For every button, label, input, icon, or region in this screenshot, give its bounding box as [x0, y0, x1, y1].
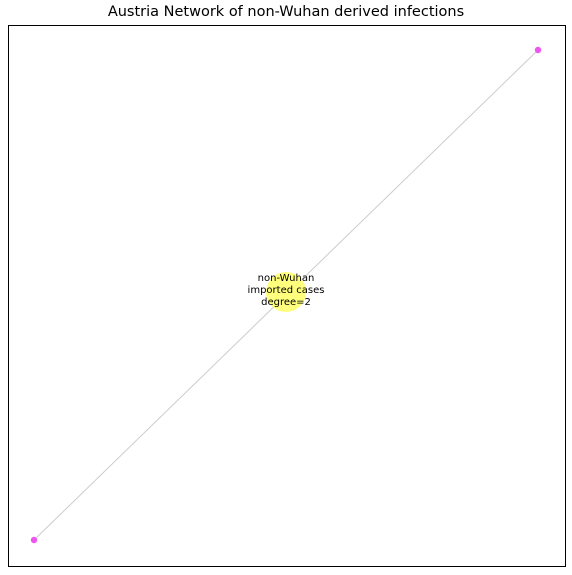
- hub-node: [266, 272, 306, 312]
- figure-title: Austria Network of non-Wuhan derived inf…: [107, 4, 465, 20]
- hub-node-label: non-Wuhan imported cases degree=2: [226, 273, 346, 309]
- edge-hub-to-top-node: [285, 49, 539, 296]
- hub-label-line-2: imported cases: [247, 285, 325, 296]
- case-node-2: [30, 536, 38, 544]
- case-node-1: [534, 46, 542, 54]
- hub-label-line-3: degree=2: [261, 297, 311, 308]
- edge-hub-to-bottom-node: [33, 294, 287, 541]
- hub-label-line-1: non-Wuhan: [257, 273, 315, 284]
- plot-frame: [8, 25, 566, 567]
